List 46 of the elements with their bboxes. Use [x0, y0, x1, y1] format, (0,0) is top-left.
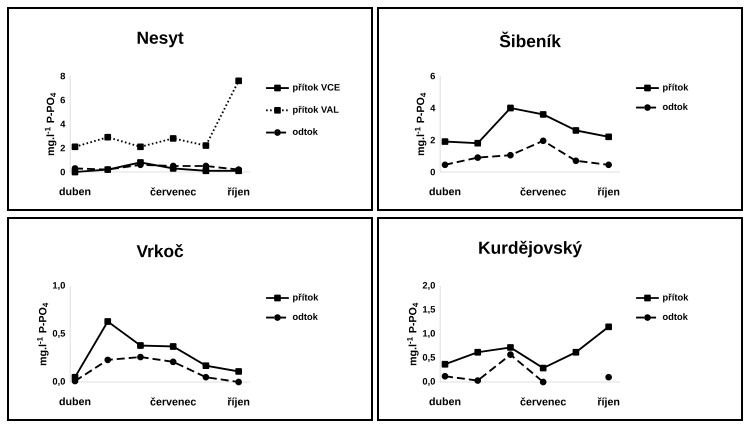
y-tick-label: 1,0 [422, 330, 435, 338]
legend-label: odtok [292, 313, 318, 320]
legend-label: přítok VAL [293, 106, 339, 115]
chart-title: Nesyt [138, 32, 184, 48]
y-tick-label: 0 [430, 168, 436, 176]
x-tick-label: říjen [598, 187, 620, 198]
y-tick-label: 1,0 [52, 282, 65, 290]
chart-title: Kurdějovský [479, 240, 582, 258]
legend-label: odtok [662, 313, 688, 320]
y-tick-label: 2 [60, 144, 65, 152]
y-axis-title: mg.l$^{-1}$ P-PO$_{4}$ [37, 302, 49, 366]
chart-title: Vrkoč [136, 244, 184, 258]
y-tick-label: 0,0 [422, 378, 435, 386]
y-axis-title: mg.l$^{-1}$ P-PO$_{4}$ [44, 92, 56, 156]
y-tick-label: 6 [430, 72, 436, 80]
y-tick-label: 0 [60, 168, 65, 176]
y-axis-title: mg.l$^{-1}$ P-PO$_{4}$ [407, 302, 419, 366]
x-tick-label: červenec [150, 397, 196, 406]
x-tick-label: červenec [520, 397, 566, 406]
x-tick-label: duben [59, 187, 90, 196]
y-tick-label: 4 [430, 104, 436, 112]
legend-label: přítok [663, 84, 688, 92]
y-tick-label: 8 [60, 72, 66, 80]
y-tick-label: 4 [60, 120, 66, 128]
y-tick-label: 2,0 [422, 282, 435, 290]
legend-label: přítok [663, 294, 688, 302]
legend-label: přítok VCE [293, 84, 340, 92]
y-tick-label: 0,0 [52, 378, 65, 386]
y-tick-label: 1,5 [422, 306, 436, 314]
legend-label: přítok [293, 294, 318, 302]
x-tick-label: duben [429, 187, 460, 196]
x-tick-label: červenec [150, 187, 196, 196]
x-tick-label: červenec [520, 187, 566, 196]
y-tick-label: 0,5 [52, 330, 66, 338]
y-axis-title: mg.l$^{-1}$ P-PO$_{4}$ [414, 92, 426, 156]
y-tick-label: 0,5 [422, 354, 436, 362]
x-tick-label: duben [429, 397, 460, 406]
x-tick-label: říjen [598, 397, 620, 408]
y-tick-label: 2 [430, 136, 436, 144]
x-tick-label: duben [59, 397, 90, 406]
y-tick-label: 6 [60, 96, 66, 104]
x-tick-label: říjen [228, 187, 250, 198]
x-tick-label: říjen [228, 397, 250, 408]
chart-title: Šibeník [500, 32, 561, 48]
legend-label: odtok [292, 128, 318, 135]
legend-label: odtok [662, 103, 688, 110]
